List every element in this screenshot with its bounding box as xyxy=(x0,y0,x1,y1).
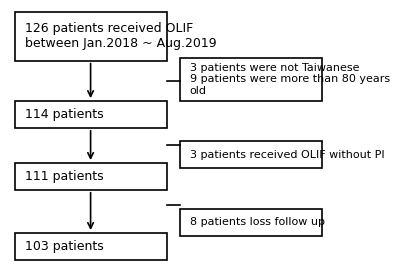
FancyBboxPatch shape xyxy=(15,163,166,190)
FancyBboxPatch shape xyxy=(180,209,322,236)
Text: 3 patients were not Taiwanese
9 patients were more than 80 years
old: 3 patients were not Taiwanese 9 patients… xyxy=(190,63,390,96)
FancyBboxPatch shape xyxy=(180,141,322,168)
FancyBboxPatch shape xyxy=(15,233,166,260)
FancyBboxPatch shape xyxy=(15,12,166,61)
Text: 126 patients received OLIF
between Jan.2018 ~ Aug.2019: 126 patients received OLIF between Jan.2… xyxy=(24,22,216,50)
Text: 3 patients received OLIF without PI: 3 patients received OLIF without PI xyxy=(190,150,384,160)
Text: 8 patients loss follow up: 8 patients loss follow up xyxy=(190,217,325,227)
Text: 103 patients: 103 patients xyxy=(24,240,103,253)
Text: 111 patients: 111 patients xyxy=(24,170,103,183)
FancyBboxPatch shape xyxy=(15,101,166,128)
FancyBboxPatch shape xyxy=(180,58,322,101)
Text: 114 patients: 114 patients xyxy=(24,108,103,121)
